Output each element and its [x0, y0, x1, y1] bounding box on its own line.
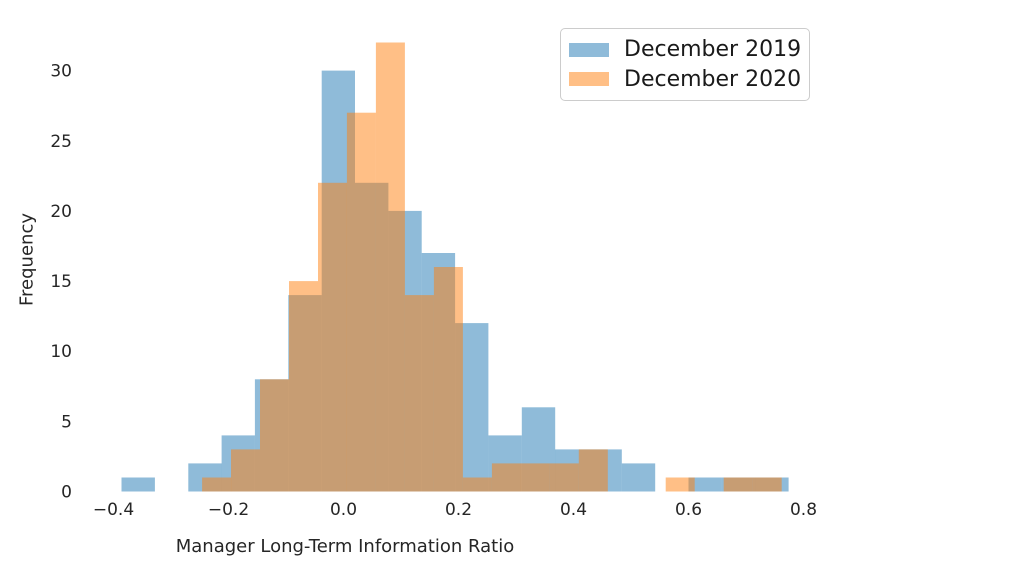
hist-bar-2020 [202, 477, 232, 492]
legend-swatch-december-2020 [569, 72, 609, 87]
x-axis-title: Manager Long-Term Information Ratio [175, 536, 515, 557]
y-tick-label: 0 [61, 483, 72, 503]
y-tick-label: 20 [50, 202, 72, 222]
y-tick-label: 5 [61, 412, 72, 432]
legend-label-december-2019: December 2019 [624, 37, 802, 63]
x-tick-label: 0.0 [330, 500, 357, 520]
hist-bar-2020 [231, 449, 260, 492]
x-tick-label: 0.4 [560, 500, 587, 520]
legend-item-december-2020: December 2020 [569, 65, 802, 95]
hist-bar-2020 [433, 267, 463, 492]
hist-bar-2020 [665, 477, 695, 492]
hist-bar-2020 [404, 295, 434, 492]
hist-bar-2020 [491, 463, 521, 492]
hist-bar-2020 [375, 42, 405, 492]
legend-item-december-2019: December 2019 [569, 35, 802, 65]
hist-bar-2020 [520, 463, 550, 492]
hist-bar-2020 [578, 449, 608, 492]
legend: December 2019 December 2020 [560, 28, 810, 101]
hist-bar-2019 [121, 477, 155, 492]
x-tick-label: −0.4 [93, 500, 134, 520]
hist-bar-2020 [346, 112, 376, 492]
y-tick-label: 10 [50, 342, 72, 362]
hist-bar-2020 [318, 182, 347, 492]
hist-bar-2020 [289, 281, 318, 492]
y-tick-label: 15 [50, 272, 72, 292]
x-tick-label: 0.6 [675, 500, 702, 520]
y-axis-title: Frequency [16, 213, 38, 306]
x-tick-label: 0.8 [790, 500, 817, 520]
hist-bar-2020 [462, 477, 492, 492]
y-tick-label: 25 [50, 132, 72, 152]
hist-bar-2020 [723, 477, 753, 492]
legend-swatch-december-2019 [569, 42, 609, 57]
hist-bar-2020 [752, 477, 782, 492]
hist-bar-2020 [549, 463, 579, 492]
hist-bar-2019 [621, 463, 656, 492]
y-tick-label: 30 [50, 62, 72, 82]
hist-bar-2019 [688, 477, 722, 492]
legend-label-december-2020: December 2020 [624, 66, 802, 92]
x-tick-label: 0.2 [445, 500, 472, 520]
x-tick-label: −0.2 [208, 500, 249, 520]
hist-bar-2020 [260, 379, 289, 492]
